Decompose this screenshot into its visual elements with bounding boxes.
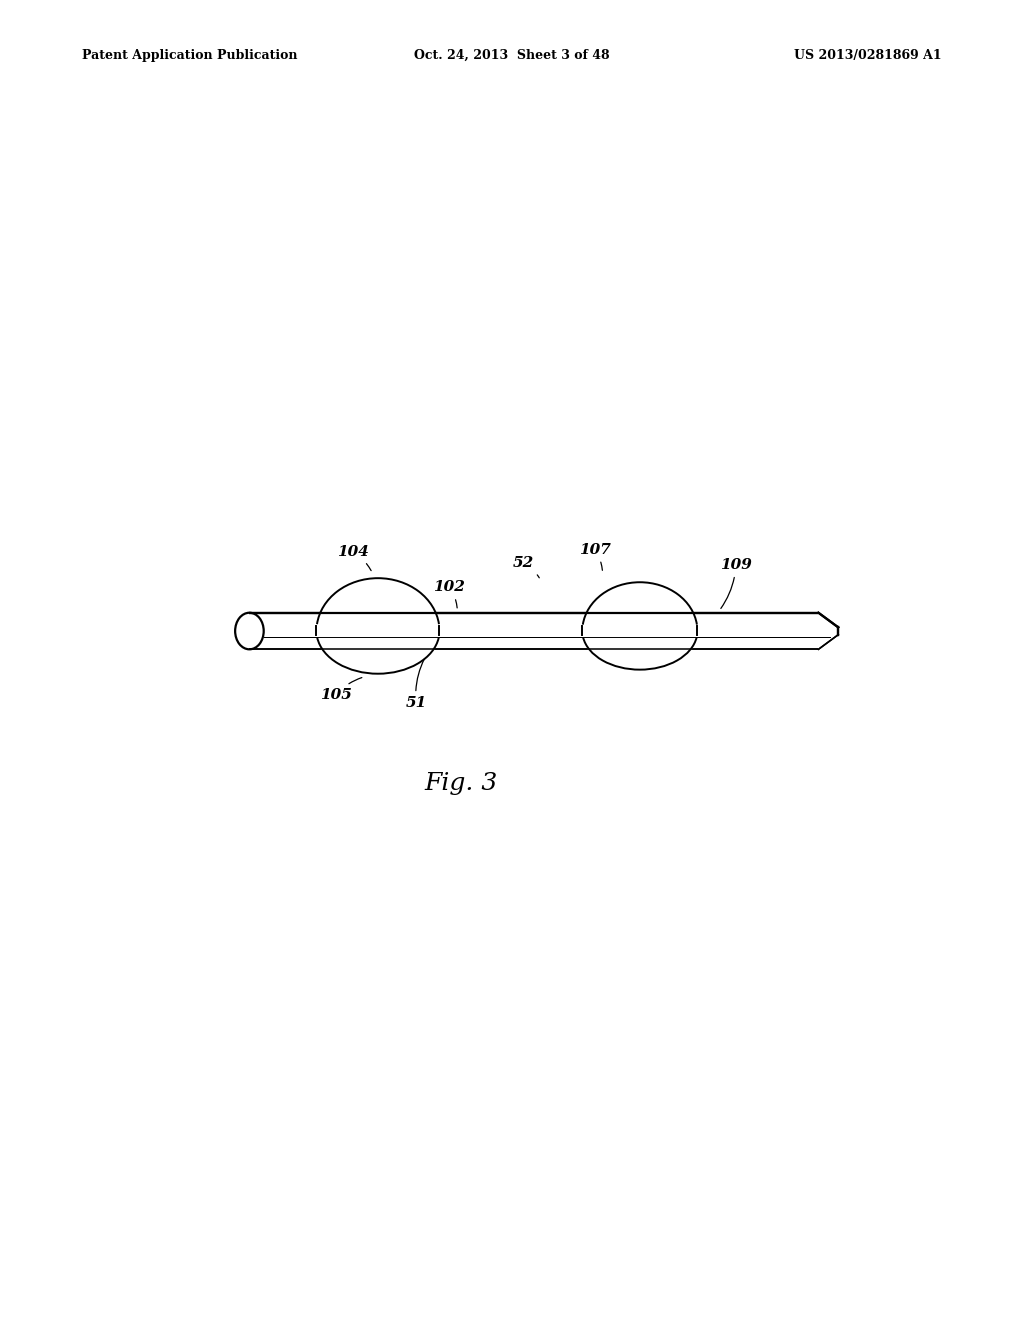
Ellipse shape xyxy=(316,583,439,678)
Text: 52: 52 xyxy=(513,556,540,578)
Text: Patent Application Publication: Patent Application Publication xyxy=(82,49,297,62)
Circle shape xyxy=(236,612,264,649)
Text: 104: 104 xyxy=(337,545,371,570)
Text: 102: 102 xyxy=(433,581,465,609)
Text: 107: 107 xyxy=(579,543,610,570)
Ellipse shape xyxy=(583,587,697,675)
Bar xyxy=(250,612,822,649)
Text: Fig. 3: Fig. 3 xyxy=(425,772,498,795)
Text: US 2013/0281869 A1: US 2013/0281869 A1 xyxy=(795,49,942,62)
Text: 105: 105 xyxy=(319,677,361,702)
Text: 51: 51 xyxy=(406,659,427,710)
Text: 109: 109 xyxy=(720,558,752,609)
Text: Oct. 24, 2013  Sheet 3 of 48: Oct. 24, 2013 Sheet 3 of 48 xyxy=(414,49,610,62)
